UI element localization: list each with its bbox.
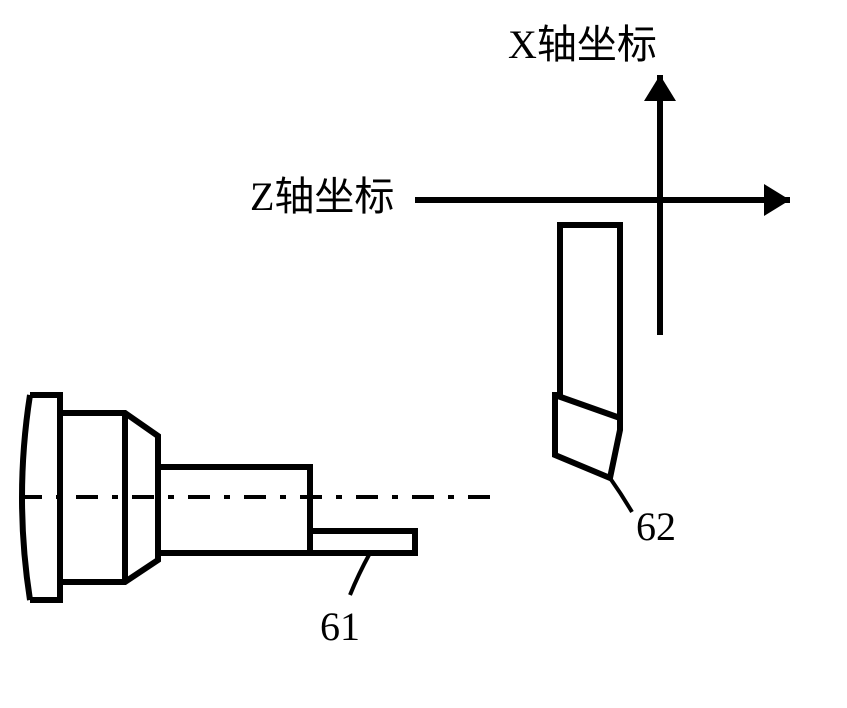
tool-body-outline — [555, 225, 620, 478]
workpiece-ref-number: 61 — [320, 604, 360, 649]
z-axis-label: Z轴坐标 — [250, 174, 394, 219]
diagram-canvas: X轴坐标 Z轴坐标 61 62 — [0, 0, 847, 708]
tool-tip-edge — [555, 395, 620, 418]
coordinate-axes — [415, 75, 790, 335]
z-axis-arrow-icon — [764, 184, 790, 216]
cutting-tool — [555, 225, 632, 512]
x-axis-label: X轴坐标 — [508, 22, 657, 67]
tool-ref-number: 62 — [636, 504, 676, 549]
workpiece — [20, 395, 500, 600]
x-axis-arrow-icon — [644, 75, 676, 101]
tool-leader-line — [610, 478, 632, 512]
workpiece-leader-line — [350, 553, 370, 595]
